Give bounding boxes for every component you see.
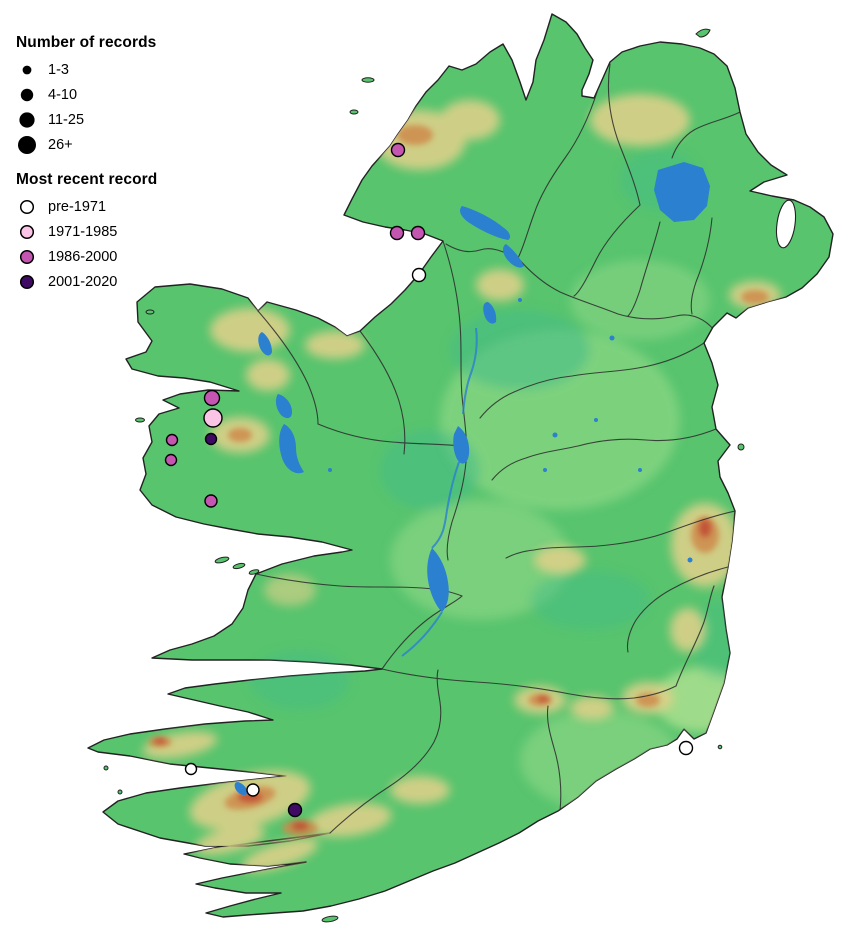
record-count-dot [14, 134, 40, 156]
record-count-dot [14, 59, 40, 81]
legend-size-label: 1-3 [48, 62, 69, 78]
legend-size-label: 26+ [48, 137, 73, 153]
county-boundaries [255, 63, 741, 834]
record-point [411, 267, 427, 283]
record-point [204, 432, 218, 446]
record-point [410, 225, 426, 241]
legend-size-rows: 1-3 4-10 11-25 26+ [14, 58, 157, 157]
strangford-lough [775, 199, 797, 249]
legend-size-label: 11-25 [48, 112, 85, 128]
record-point [246, 783, 260, 797]
record-count-dot [14, 84, 40, 106]
record-point [184, 762, 198, 776]
legend-period-title: Most recent record [16, 171, 158, 188]
period-color-swatch [14, 246, 40, 268]
legend-size-label: 4-10 [48, 87, 78, 103]
legend-period-label: pre-1971 [48, 199, 107, 215]
record-points-layer [164, 142, 694, 818]
legend-size-title: Number of records [16, 34, 157, 51]
legend-period-rows: pre-1971 1971-1985 1986-2000 2001-2020 [14, 195, 157, 294]
record-point [287, 802, 303, 818]
legend-period-item: 1986-2000 [14, 245, 157, 269]
period-color-swatch [14, 271, 40, 293]
lakes [234, 162, 710, 796]
legend-size-item: 1-3 [14, 58, 157, 82]
record-point [678, 740, 694, 756]
period-color-swatch [14, 221, 40, 243]
record-count-dot [14, 109, 40, 131]
record-point [203, 408, 223, 428]
record-point [204, 494, 218, 508]
period-color-swatch [14, 196, 40, 218]
record-point [203, 389, 221, 407]
legend-period-item: 2001-2020 [14, 270, 157, 294]
record-point [164, 453, 178, 467]
legend-period-label: 2001-2020 [48, 274, 118, 290]
legend-size-item: 11-25 [14, 108, 157, 132]
record-point [165, 433, 179, 447]
legend-period-item: 1971-1985 [14, 220, 157, 244]
legend-size-item: 4-10 [14, 83, 157, 107]
record-point [389, 225, 405, 241]
map-legend: Number of records 1-3 4-10 11-25 26+ Most r… [14, 34, 157, 295]
legend-period-label: 1986-2000 [48, 249, 118, 265]
terrain-shading [142, 58, 806, 872]
legend-size-item: 26+ [14, 133, 157, 157]
record-point [390, 142, 406, 158]
legend-period-item: pre-1971 [14, 195, 157, 219]
legend-period-label: 1971-1985 [48, 224, 118, 240]
offshore-islands [103, 28, 745, 923]
